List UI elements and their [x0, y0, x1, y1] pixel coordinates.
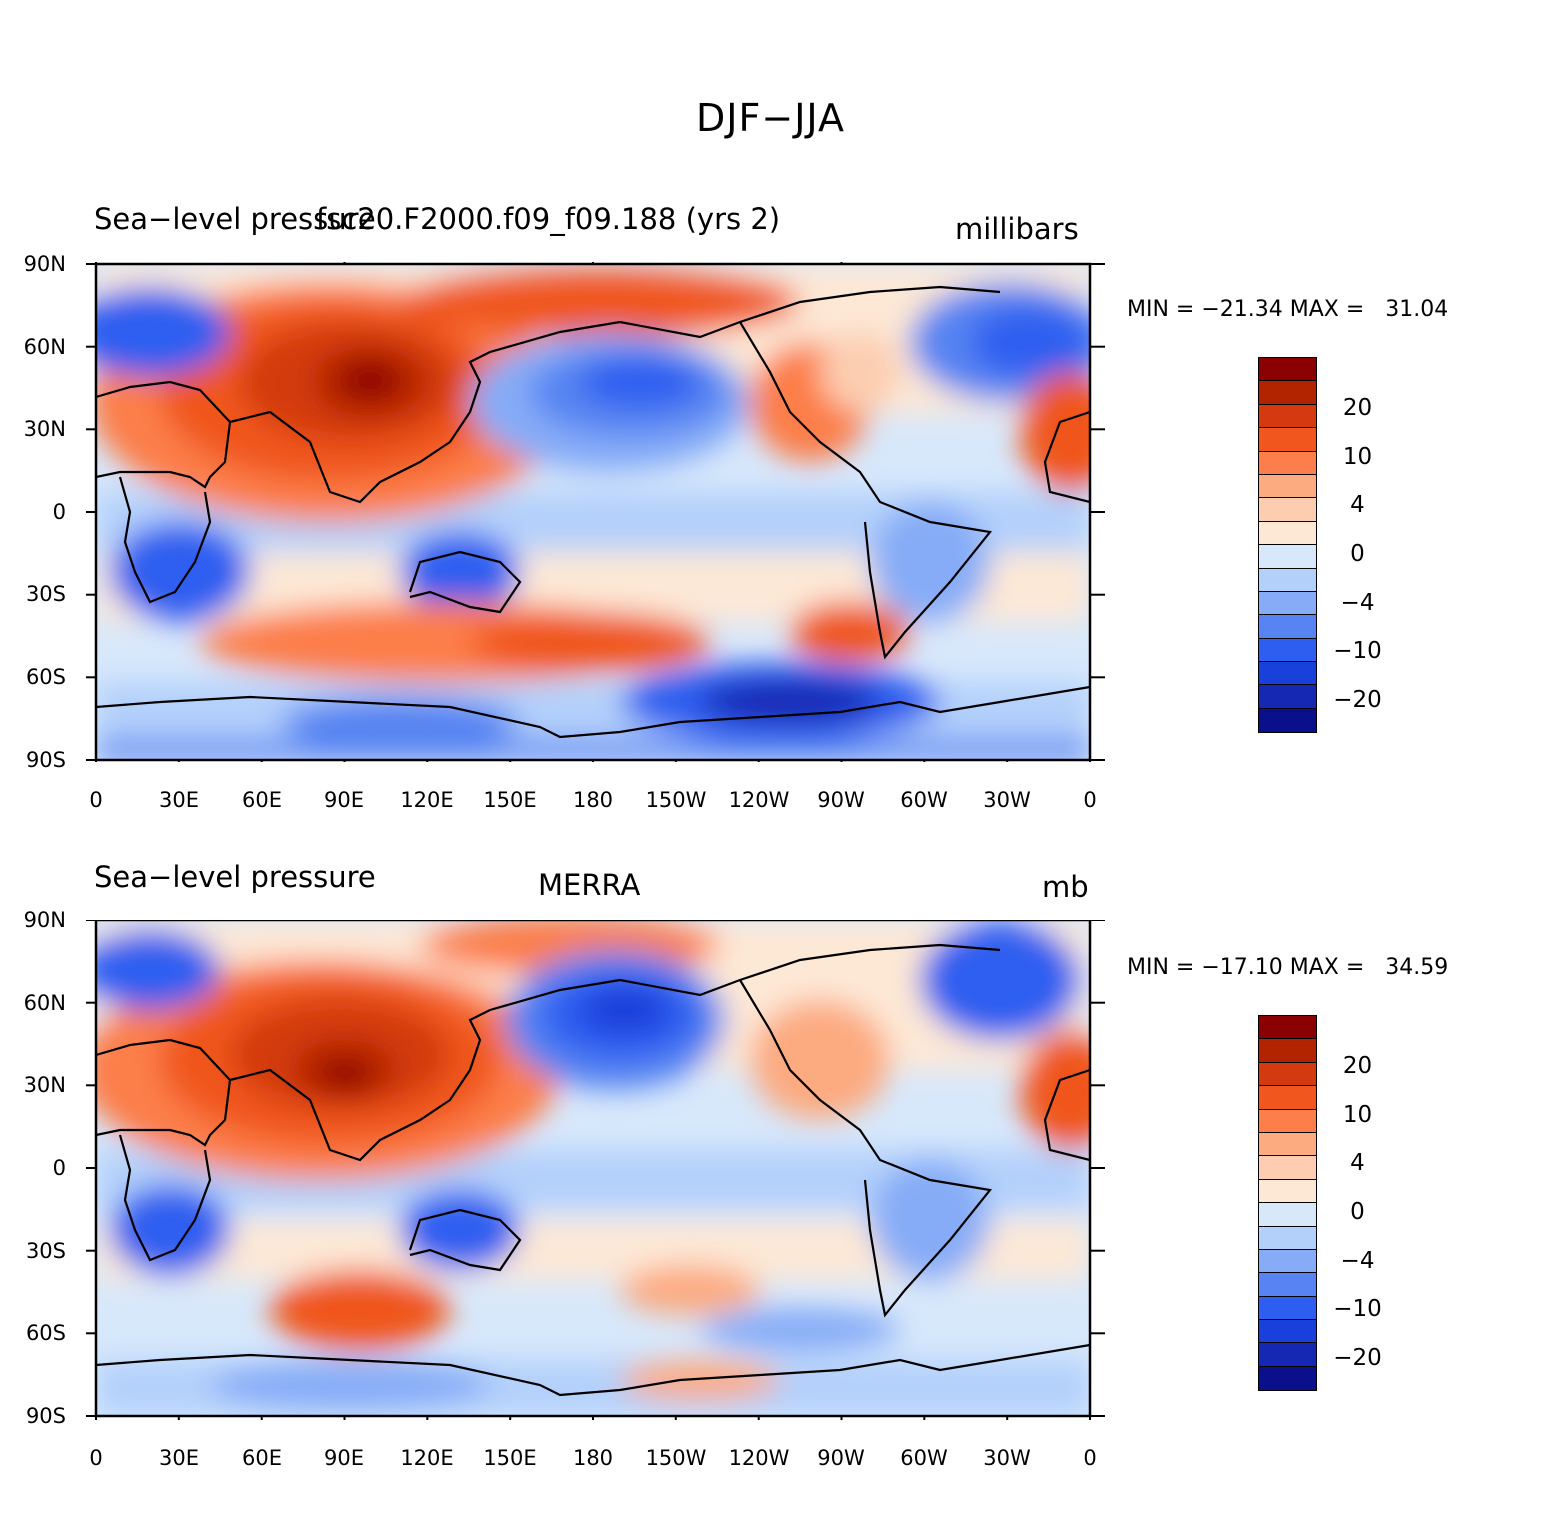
colorbar-swatch [1259, 662, 1316, 686]
figure-title: DJF−JJA [696, 96, 845, 140]
x-tick-label: 30E [159, 788, 199, 812]
x-tick-label: 60E [242, 788, 282, 812]
colorbar [1258, 357, 1317, 734]
y-tick-label: 60N [23, 991, 66, 1015]
colorbar-swatch [1259, 1109, 1316, 1133]
x-tick-label: 120E [400, 788, 454, 812]
x-tick-label: 90E [324, 1446, 364, 1470]
x-tick-label: 30W [983, 1446, 1031, 1470]
colorbar-swatch [1259, 381, 1316, 405]
colorbar-swatch [1259, 1062, 1316, 1087]
x-tick-label: 180 [572, 788, 614, 812]
y-tick-label: 60N [23, 335, 66, 359]
x-tick-label: 150W [645, 788, 707, 812]
panel-min-max: MIN = −21.34 MAX = 31.04 [1127, 297, 1449, 322]
x-tick-label: 120W [728, 788, 790, 812]
panel-units-label: mb [1042, 870, 1089, 904]
colorbar-label: 10 [1342, 444, 1373, 470]
x-tick-label: 120E [400, 1446, 454, 1470]
panel-center-label: fsc20.F2000.f09_f09.188 (yrs 2) [316, 202, 781, 236]
y-tick-label: 30S [25, 1239, 66, 1263]
colorbar-label: 10 [1342, 1102, 1373, 1128]
x-tick-label: 0 [1083, 1446, 1097, 1470]
x-tick-label: 180 [572, 1446, 614, 1470]
y-tick-label: 60S [25, 1321, 66, 1345]
colorbar-label: −4 [1340, 1248, 1375, 1274]
y-tick-label: 30N [23, 417, 66, 441]
colorbar-swatch [1259, 638, 1316, 663]
colorbar-swatch [1259, 404, 1316, 429]
colorbar-swatch [1259, 1343, 1316, 1367]
y-tick-label: 90N [23, 908, 66, 932]
sea-level-pressure-map [86, 262, 1105, 762]
colorbar-swatch [1259, 1016, 1316, 1040]
colorbar-swatch [1259, 591, 1316, 616]
x-tick-label: 150W [645, 1446, 707, 1470]
y-tick-label: 30N [23, 1073, 66, 1097]
colorbar-swatch [1259, 428, 1316, 452]
colorbar-label: 20 [1342, 1053, 1373, 1079]
x-tick-label: 60W [900, 1446, 948, 1470]
x-tick-label: 90W [817, 1446, 865, 1470]
colorbar-swatch [1259, 1179, 1316, 1204]
panel-left-label: Sea−level pressure [94, 860, 376, 894]
colorbar [1258, 1015, 1317, 1392]
colorbar-label: −10 [1333, 638, 1382, 664]
x-tick-label: 0 [89, 1446, 103, 1470]
colorbar-swatch [1259, 358, 1316, 382]
colorbar-swatch [1259, 1273, 1316, 1297]
x-tick-label: 150E [483, 788, 537, 812]
y-tick-label: 90S [25, 748, 66, 772]
colorbar-swatch [1259, 1086, 1316, 1110]
colorbar-swatch [1259, 1156, 1316, 1180]
x-tick-label: 90E [324, 788, 364, 812]
panel-min-max: MIN = −17.10 MAX = 34.59 [1127, 955, 1449, 980]
x-tick-label: 30W [983, 788, 1031, 812]
colorbar-swatch [1259, 1132, 1316, 1157]
colorbar-label: −4 [1340, 590, 1375, 616]
colorbar-swatch [1259, 568, 1316, 592]
colorbar-swatch [1259, 474, 1316, 499]
colorbar-swatch [1259, 451, 1316, 475]
x-tick-label: 60E [242, 1446, 282, 1470]
x-tick-label: 90W [817, 788, 865, 812]
colorbar-label: −20 [1333, 1345, 1382, 1371]
y-tick-label: 60S [25, 665, 66, 689]
x-tick-label: 150E [483, 1446, 537, 1470]
colorbar-label: 20 [1342, 395, 1373, 421]
colorbar-label: 4 [1350, 1150, 1365, 1176]
colorbar-swatch [1259, 1249, 1316, 1274]
x-tick-label: 120W [728, 1446, 790, 1470]
colorbar-swatch [1259, 1226, 1316, 1250]
panel-center-label: MERRA [538, 868, 641, 902]
colorbar-swatch [1259, 708, 1316, 733]
panel-units-label: millibars [955, 212, 1079, 246]
colorbar-label: 4 [1350, 492, 1365, 518]
x-tick-label: 0 [89, 788, 103, 812]
y-tick-label: 90S [25, 1404, 66, 1428]
sea-level-pressure-map [86, 920, 1105, 1420]
y-tick-label: 30S [25, 582, 66, 606]
y-tick-label: 0 [52, 1156, 66, 1180]
colorbar-label: 0 [1350, 1199, 1365, 1225]
colorbar-swatch [1259, 498, 1316, 522]
colorbar-swatch [1259, 1203, 1316, 1227]
colorbar-swatch [1259, 615, 1316, 639]
colorbar-label: −20 [1333, 687, 1382, 713]
y-tick-label: 0 [52, 500, 66, 524]
colorbar-swatch [1259, 521, 1316, 546]
x-tick-label: 30E [159, 1446, 199, 1470]
x-tick-label: 60W [900, 788, 948, 812]
y-tick-label: 90N [23, 252, 66, 276]
colorbar-swatch [1259, 1296, 1316, 1321]
x-tick-label: 0 [1083, 788, 1097, 812]
colorbar-swatch [1259, 545, 1316, 569]
colorbar-swatch [1259, 685, 1316, 709]
colorbar-swatch [1259, 1320, 1316, 1344]
colorbar-label: 0 [1350, 541, 1365, 567]
colorbar-swatch [1259, 1366, 1316, 1391]
panel-left-label: Sea−level pressure [94, 202, 376, 236]
colorbar-swatch [1259, 1039, 1316, 1063]
colorbar-label: −10 [1333, 1296, 1382, 1322]
